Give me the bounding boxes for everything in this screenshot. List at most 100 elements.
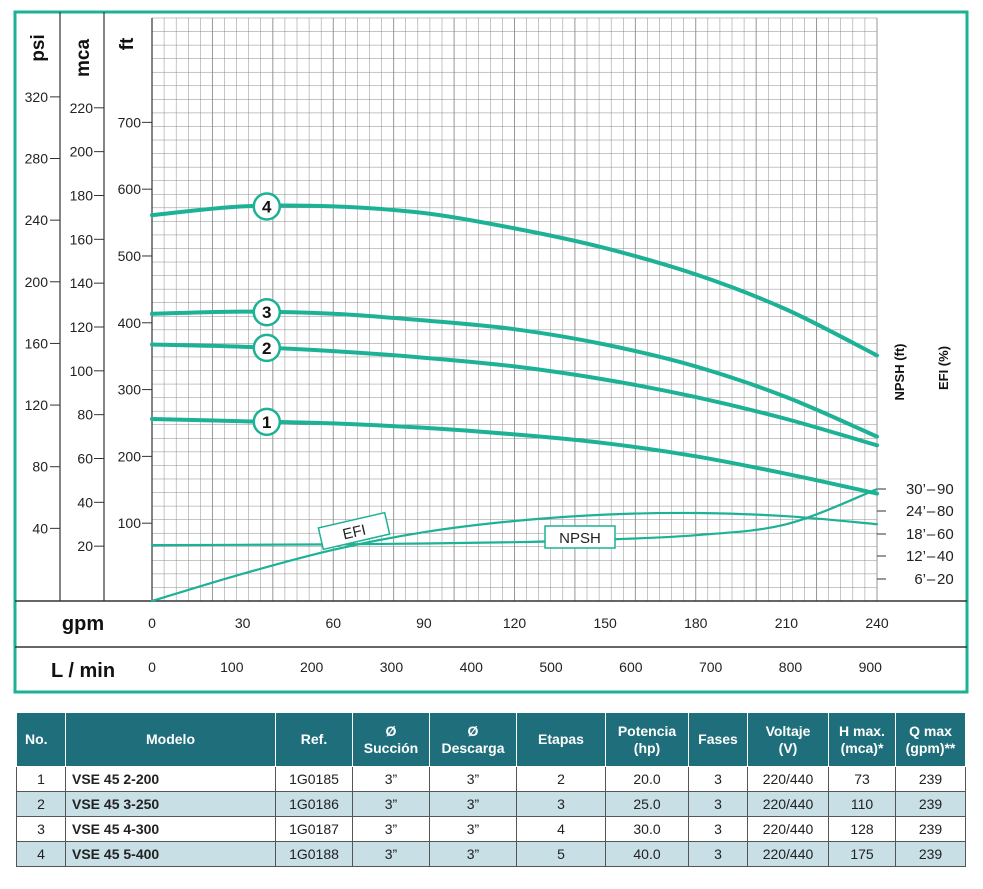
mca-tick-label: 60 (77, 450, 93, 466)
curve-number-label: 4 (262, 197, 272, 216)
mca-tick-label: 220 (70, 100, 94, 116)
cell-modelo: VSE 45 4-300 (65, 816, 276, 842)
header-fases: Fases (688, 712, 748, 767)
gpm-tick-label: 180 (684, 615, 708, 631)
mca-tick-label: 200 (70, 144, 94, 160)
pump-spec-table: No. Modelo Ref. Ø Succión Ø Descarga Etapa… (16, 712, 966, 867)
cell-qmax: 239 (895, 816, 966, 842)
gpm-tick-label: 60 (325, 615, 341, 631)
efi-tag-label: EFI (341, 522, 368, 544)
cell-ref: 1G0186 (275, 791, 353, 817)
mca-tick-label: 140 (70, 275, 94, 291)
cell-hmax: 73 (828, 766, 896, 792)
psi-tick-label: 80 (32, 459, 48, 475)
curve-npsh (150, 488, 879, 547)
npsh-tick-label: 24’ (906, 503, 926, 520)
psi-tick-label: 320 (25, 89, 49, 105)
lmin-tick-label: 800 (779, 659, 803, 675)
cell-descarga: 3” (429, 791, 517, 817)
cell-potencia: 40.0 (605, 841, 689, 867)
mca-tick-label: 120 (70, 319, 94, 335)
lmin-tick-label: 0 (148, 659, 156, 675)
cell-no: 1 (16, 766, 66, 792)
psi-tick-label: 200 (25, 274, 49, 290)
cell-succion: 3” (352, 816, 430, 842)
npsh-tick-label: 12’ (906, 548, 926, 565)
header-hmax: H max. (mca)* (828, 712, 896, 767)
header-no: No. (16, 712, 66, 767)
npsh-tick-label: 30’ (906, 481, 926, 498)
header-modelo: Modelo (65, 712, 276, 767)
cell-no: 4 (16, 841, 66, 867)
lmin-tick-label: 100 (220, 659, 244, 675)
gpm-tick-label: 210 (775, 615, 799, 631)
cell-voltaje: 220/440 (747, 816, 829, 842)
ft-tick-label: 300 (118, 382, 142, 398)
efi-tick-label: 80 (937, 503, 954, 520)
cell-etapas: 2 (516, 766, 606, 792)
table-header-row: No. Modelo Ref. Ø Succión Ø Descarga Etapa… (16, 712, 966, 767)
npsh-tag-box (544, 525, 616, 549)
lmin-axis-label: L / min (51, 660, 115, 682)
cell-modelo: VSE 45 5-400 (65, 841, 276, 867)
header-succion: Ø Succión (352, 712, 430, 767)
table-row: 4 VSE 45 5-400 1G0188 3” 3” 5 40.0 3 220… (16, 841, 966, 867)
cell-succion: 3” (352, 766, 430, 792)
curve-number-badge (252, 333, 282, 363)
efi-tick-label: 20 (937, 571, 954, 588)
gpm-tick-label: 120 (503, 615, 527, 631)
curve-number-badge (252, 192, 282, 221)
curve-number-label: 3 (262, 303, 271, 322)
cell-hmax: 128 (828, 816, 896, 842)
cell-ref: 1G0188 (275, 841, 353, 867)
gpm-tick-label: 150 (593, 615, 617, 631)
table-row: 2 VSE 45 3-250 1G0186 3” 3” 3 25.0 3 220… (16, 791, 966, 817)
table-row: 3 VSE 45 4-300 1G0187 3” 3” 4 30.0 3 220… (16, 816, 966, 842)
curve-number-badge (252, 297, 282, 327)
cell-hmax: 110 (828, 791, 896, 817)
ft-tick-label: 600 (118, 181, 142, 197)
cell-qmax: 239 (895, 791, 966, 817)
ft-tick-label: 500 (118, 248, 142, 264)
psi-tick-label: 120 (25, 397, 49, 413)
gpm-tick-label: 240 (865, 615, 889, 631)
curve-number-label: 2 (262, 339, 271, 358)
lmin-tick-label: 300 (380, 659, 404, 675)
npsh-tick-label: 18’ (906, 526, 926, 543)
npsh-axis-label: NPSH (ft) (892, 343, 907, 400)
ft-tick-label: 200 (118, 448, 142, 464)
cell-qmax: 239 (895, 766, 966, 792)
table-row: 1 VSE 45 2-200 1G0185 3” 3” 2 20.0 3 220… (16, 766, 966, 792)
cell-voltaje: 220/440 (747, 766, 829, 792)
efi-tick-label: 60 (937, 526, 954, 543)
cell-descarga: 3” (429, 841, 517, 867)
cell-fases: 3 (688, 791, 748, 817)
header-qmax: Q max (gpm)** (895, 712, 966, 767)
gpm-axis-label: gpm (62, 613, 104, 635)
cell-no: 3 (16, 816, 66, 842)
psi-tick-label: 280 (25, 151, 49, 167)
lmin-tick-label: 200 (300, 659, 324, 675)
curve-number-badge (252, 407, 282, 437)
npsh-efi-separator: – (927, 481, 936, 498)
cell-voltaje: 220/440 (747, 841, 829, 867)
header-voltaje: Voltaje (V) (747, 712, 829, 767)
cell-potencia: 30.0 (605, 816, 689, 842)
cell-fases: 3 (688, 841, 748, 867)
ft-tick-label: 400 (118, 315, 142, 331)
cell-succion: 3” (352, 841, 430, 867)
mca-tick-label: 40 (77, 494, 93, 510)
cell-ref: 1G0187 (275, 816, 353, 842)
curve-efi (150, 511, 879, 603)
cell-fases: 3 (688, 816, 748, 842)
chart-svg: psi mca ft40801201602002402803202040608010… (13, 10, 969, 694)
mca-tick-label: 20 (77, 538, 93, 554)
header-descarga: Ø Descarga (429, 712, 517, 767)
curve-number-label: 1 (262, 413, 271, 432)
efi-tick-label: 90 (937, 481, 954, 498)
npsh-efi-separator: – (927, 571, 936, 588)
npsh-efi-panel (878, 330, 965, 600)
psi-tick-label: 40 (32, 520, 48, 536)
npsh-efi-separator: – (927, 503, 936, 520)
mca-tick-label: 160 (70, 231, 94, 247)
